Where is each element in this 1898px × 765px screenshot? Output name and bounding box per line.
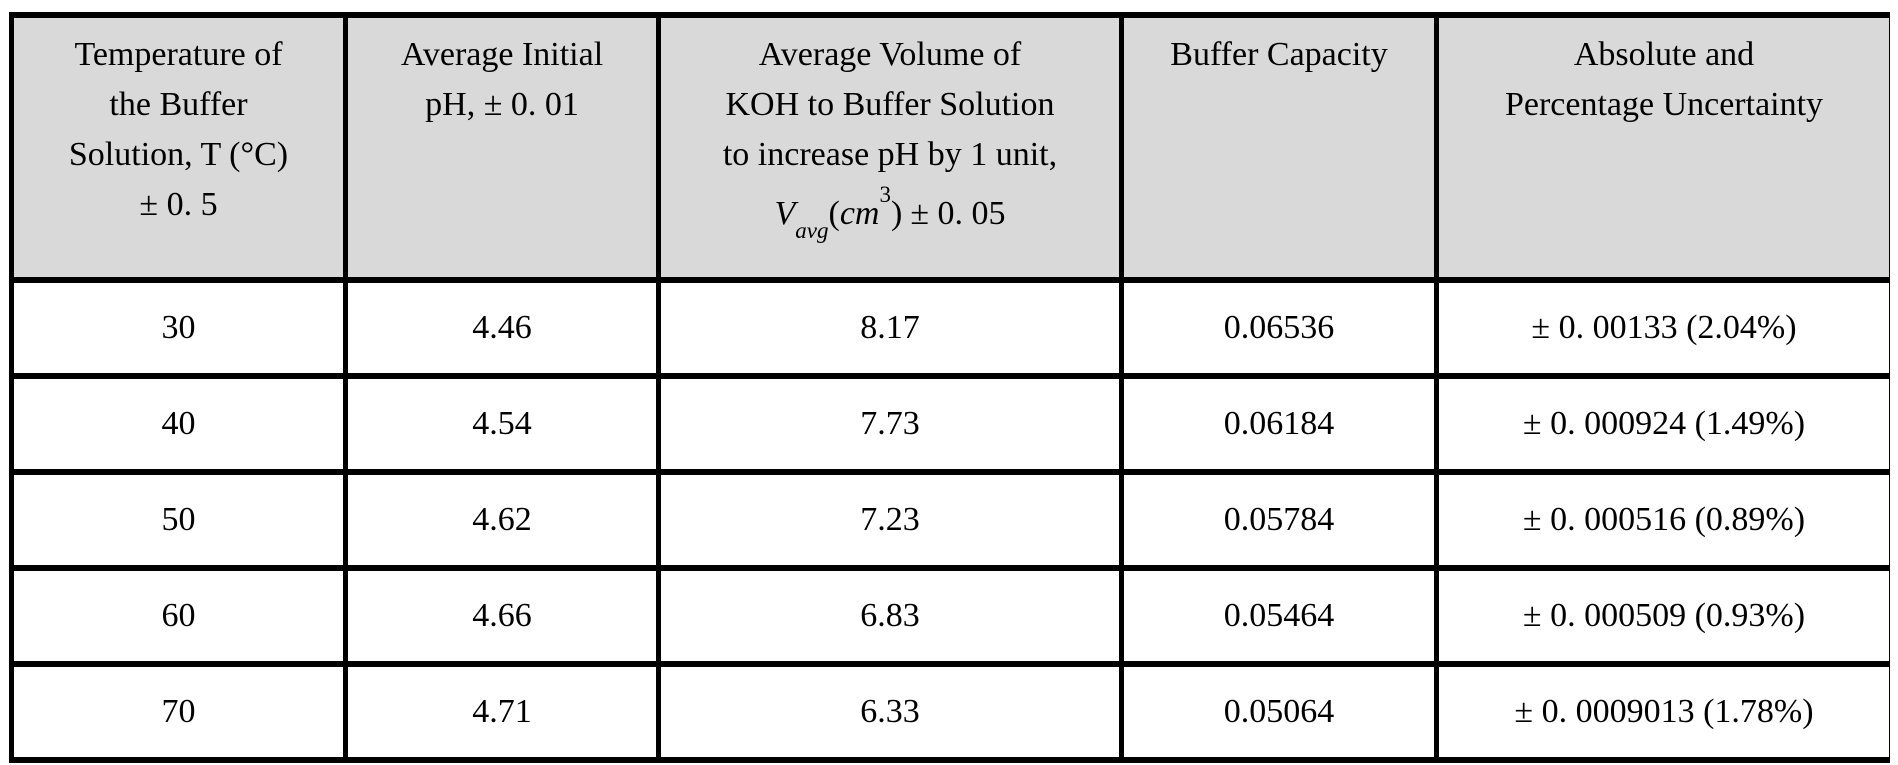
header-volume-line1: Average Volume of [758, 36, 1022, 73]
header-volume-line2: KOH to Buffer Solution [725, 86, 1055, 123]
cell-ph: 4.54 [343, 373, 661, 475]
header-cell-volume: Average Volume of KOH to Buffer Solution… [656, 12, 1124, 283]
cell-uncertainty: ± 0. 0009013 (1.78%) [1434, 661, 1890, 763]
cell-ph: 4.71 [343, 661, 661, 763]
table-row: 50 4.62 7.23 0.05784 ± 0. 000516 (0.89%) [9, 469, 1890, 571]
header-row: Temperature of the Buffer Solution, T (°… [9, 12, 1890, 283]
cell-volume: 8.17 [656, 277, 1124, 379]
cell-temperature: 40 [9, 373, 348, 475]
formula-tolerance: ± 0. 05 [910, 195, 1006, 232]
cell-ph: 4.66 [343, 565, 661, 667]
cell-capacity: 0.05064 [1119, 661, 1439, 763]
cell-temperature: 70 [9, 661, 348, 763]
formula-symbol: V [774, 195, 796, 232]
cell-temperature: 30 [9, 277, 348, 379]
cell-ph: 4.46 [343, 277, 661, 379]
cell-uncertainty: ± 0. 000924 (1.49%) [1434, 373, 1890, 475]
table-row: 40 4.54 7.73 0.06184 ± 0. 000924 (1.49%) [9, 373, 1890, 475]
cell-capacity: 0.05464 [1119, 565, 1439, 667]
header-ph-line2: pH, ± 0. 01 [425, 86, 579, 123]
cell-capacity: 0.06184 [1119, 373, 1439, 475]
formula-exponent: 3 [879, 182, 891, 207]
cell-capacity: 0.05784 [1119, 469, 1439, 571]
header-temperature-line3: Solution, T (°C) [68, 136, 289, 173]
header-volume-line3: to increase pH by 1 unit, [722, 136, 1058, 173]
formula-open-paren: ( [828, 195, 840, 232]
buffer-capacity-table: Temperature of the Buffer Solution, T (°… [9, 12, 1890, 763]
header-uncertainty-line2: Percentage Uncertainty [1504, 86, 1824, 123]
formula-unit: cm [839, 195, 880, 232]
cell-volume: 7.73 [656, 373, 1124, 475]
table-row: 60 4.66 6.83 0.05464 ± 0. 000509 (0.93%) [9, 565, 1890, 667]
header-cell-ph: Average Initial pH, ± 0. 01 [343, 12, 661, 283]
cell-temperature: 60 [9, 565, 348, 667]
volume-formula: Vavg(cm3) ± 0. 05 [667, 183, 1113, 242]
header-temperature-line2: the Buffer [109, 86, 248, 123]
table-row: 70 4.71 6.33 0.05064 ± 0. 0009013 (1.78%… [9, 661, 1890, 763]
header-capacity-line1: Buffer Capacity [1170, 36, 1388, 73]
header-uncertainty-line1: Absolute and [1573, 36, 1755, 73]
header-temperature-line1: Temperature of [74, 36, 283, 73]
table-body: 30 4.46 8.17 0.06536 ± 0. 00133 (2.04%) … [9, 277, 1890, 763]
cell-uncertainty: ± 0. 000509 (0.93%) [1434, 565, 1890, 667]
table-header: Temperature of the Buffer Solution, T (°… [9, 12, 1890, 283]
header-cell-temperature: Temperature of the Buffer Solution, T (°… [9, 12, 348, 283]
table-row: 30 4.46 8.17 0.06536 ± 0. 00133 (2.04%) [9, 277, 1890, 379]
header-ph-line1: Average Initial [400, 36, 604, 73]
formula-subscript: avg [795, 218, 829, 243]
cell-volume: 6.33 [656, 661, 1124, 763]
cell-uncertainty: ± 0. 00133 (2.04%) [1434, 277, 1890, 379]
cell-volume: 7.23 [656, 469, 1124, 571]
cell-capacity: 0.06536 [1119, 277, 1439, 379]
cell-uncertainty: ± 0. 000516 (0.89%) [1434, 469, 1890, 571]
cell-volume: 6.83 [656, 565, 1124, 667]
cell-temperature: 50 [9, 469, 348, 571]
formula-close-paren: ) [890, 195, 903, 232]
header-temperature-tolerance: ± 0. 5 [139, 186, 218, 223]
buffer-capacity-table-container: Temperature of the Buffer Solution, T (°… [9, 12, 1890, 765]
header-cell-uncertainty: Absolute and Percentage Uncertainty [1434, 12, 1890, 283]
cell-ph: 4.62 [343, 469, 661, 571]
header-cell-capacity: Buffer Capacity [1119, 12, 1439, 283]
